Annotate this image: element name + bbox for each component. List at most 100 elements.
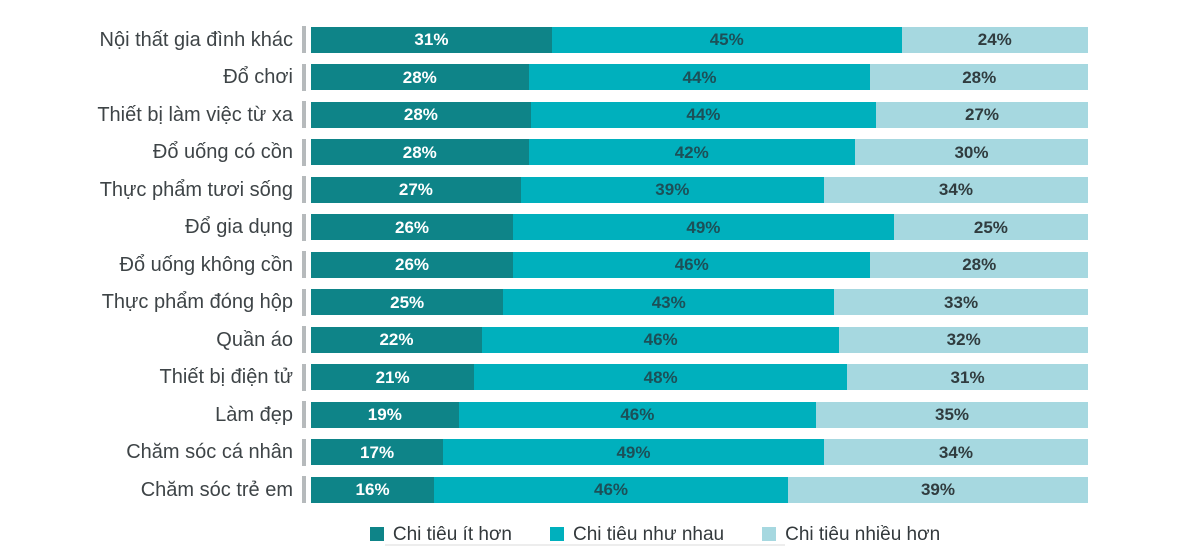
chart-rows: Nội thất gia đình khác 31% 45% 24% Đổ chơi 28… <box>0 21 1200 509</box>
bar-segment-1: 48% <box>474 364 848 391</box>
bar-segment-2: 28% <box>870 64 1088 91</box>
bar-segment-0: 17% <box>311 439 444 466</box>
bar-segment-1: 45% <box>551 26 902 53</box>
bar-row: Làm đẹp 19% 46% 35% <box>0 396 1200 434</box>
stacked-bar: 21% 48% 31% <box>311 364 1088 391</box>
bar-segment-2: 34% <box>823 439 1089 466</box>
bar-segment-0: 31% <box>311 26 552 53</box>
axis-tick <box>302 363 306 391</box>
bar-row: Đổ gia dụng 26% 49% 25% <box>0 209 1200 247</box>
category-label: Quần áo <box>216 328 293 351</box>
stacked-bar: 31% 45% 24% <box>311 26 1089 53</box>
bar-segment-2: 33% <box>834 289 1088 316</box>
bar-row: Thực phẩm đóng hộp 25% 43% 33% <box>0 284 1200 322</box>
legend-label: Chi tiêu như nhau <box>572 523 725 545</box>
bar-segment-2: 27% <box>876 101 1088 128</box>
chart-legend: Chi tiêu ít hơn Chi tiêu như nhau Chi tiêu… <box>110 525 1200 544</box>
legend-swatch-icon <box>549 527 564 541</box>
category-label: Làm đẹp <box>215 403 293 426</box>
stacked-bar: 26% 49% 25% <box>311 214 1088 241</box>
legend-item-0: Chi tiêu ít hơn <box>369 523 512 545</box>
bar-segment-2: 31% <box>847 364 1088 391</box>
bar-segment-0: 26% <box>311 214 514 241</box>
stacked-bar: 26% 46% 28% <box>311 251 1088 278</box>
category-label: Chăm sóc trẻ em <box>140 478 293 501</box>
bar-row: Đổ chơi 28% 44% 28% <box>0 59 1200 97</box>
bar-segment-1: 49% <box>513 214 894 241</box>
category-label: Đổ gia dụng <box>185 216 293 239</box>
category-label: Chăm sóc cá nhân <box>126 441 293 464</box>
category-label: Thiết bị điện tử <box>159 366 293 389</box>
bar-segment-1: 44% <box>528 64 871 91</box>
legend-label: Chi tiêu nhiều hơn <box>785 523 941 545</box>
category-label: Đổ uống có cồn <box>152 141 293 164</box>
bar-row: Nội thất gia đình khác 31% 45% 24% <box>0 21 1200 59</box>
bar-row: Đổ uống có cồn 28% 42% 30% <box>0 134 1200 172</box>
bar-row: Đổ uống không cồn 26% 46% 28% <box>0 246 1200 284</box>
bar-segment-1: 39% <box>520 176 824 203</box>
bar-segment-1: 46% <box>434 476 788 503</box>
axis-tick <box>302 438 306 466</box>
bar-segment-0: 25% <box>311 289 504 316</box>
axis-tick <box>302 401 306 429</box>
bar-segment-1: 49% <box>443 439 824 466</box>
bar-segment-0: 16% <box>311 476 435 503</box>
stacked-bar: 19% 46% 35% <box>311 401 1088 428</box>
bar-row: Thiết bị làm việc từ xa 28% 44% 27% <box>0 96 1200 134</box>
bar-segment-2: 39% <box>787 476 1088 503</box>
cropped-caption-artifact <box>385 544 785 546</box>
stacked-bar: 16% 46% 39% <box>311 476 1088 503</box>
bar-segment-2: 32% <box>839 326 1088 353</box>
bar-segment-2: 35% <box>816 401 1088 428</box>
bar-segment-2: 24% <box>901 26 1089 53</box>
axis-tick <box>302 176 306 204</box>
stacked-bar: 28% 42% 30% <box>311 139 1088 166</box>
category-label: Thực phẩm đóng hộp <box>101 291 293 314</box>
stacked-bar: 27% 39% 34% <box>311 176 1089 203</box>
bar-segment-0: 26% <box>311 251 514 278</box>
category-label: Nội thất gia đình khác <box>99 28 293 51</box>
legend-item-2: Chi tiêu nhiều hơn <box>762 525 940 544</box>
bar-segment-1: 46% <box>481 326 840 353</box>
bar-row: Chăm sóc trẻ em 16% 46% 39% <box>0 471 1200 509</box>
category-label: Đổ chơi <box>223 66 293 89</box>
bar-segment-1: 44% <box>530 101 877 128</box>
bar-row: Quần áo 22% 46% 32% <box>0 321 1200 359</box>
axis-tick <box>302 476 306 504</box>
stacked-bar: 17% 49% 34% <box>311 439 1089 466</box>
axis-tick <box>302 63 306 91</box>
stacked-bar: 22% 46% 32% <box>311 326 1088 353</box>
legend-swatch-icon <box>762 527 777 541</box>
bar-segment-0: 21% <box>311 364 475 391</box>
bar-row: Thiết bị điện tử 21% 48% 31% <box>0 359 1200 397</box>
bar-segment-0: 19% <box>311 401 459 428</box>
axis-tick <box>302 288 306 316</box>
stacked-bar: 28% 44% 28% <box>311 64 1088 91</box>
axis-tick <box>302 251 306 279</box>
axis-tick <box>302 326 306 354</box>
stacked-bar: 28% 44% 27% <box>311 101 1088 128</box>
bar-segment-1: 42% <box>528 139 855 166</box>
bar-segment-2: 30% <box>854 139 1088 166</box>
bar-segment-2: 28% <box>870 251 1088 278</box>
legend-swatch-icon <box>369 527 384 541</box>
bar-row: Chăm sóc cá nhân 17% 49% 34% <box>0 434 1200 472</box>
bar-row: Thực phẩm tươi sống 27% 39% 34% <box>0 171 1200 209</box>
bar-segment-0: 28% <box>311 101 531 128</box>
stacked-bar: 25% 43% 33% <box>311 289 1088 316</box>
bar-segment-0: 28% <box>311 139 529 166</box>
category-label: Thực phẩm tươi sống <box>99 178 293 201</box>
bar-segment-2: 34% <box>823 176 1089 203</box>
axis-tick <box>302 138 306 166</box>
axis-tick <box>302 101 306 129</box>
bar-segment-1: 46% <box>458 401 817 428</box>
bar-segment-1: 43% <box>503 289 835 316</box>
category-label: Đổ uống không cồn <box>119 253 293 276</box>
legend-item-1: Chi tiêu như nhau <box>549 523 725 545</box>
legend-label: Chi tiêu ít hơn <box>392 523 512 545</box>
bar-segment-0: 22% <box>311 326 482 353</box>
bar-segment-2: 25% <box>893 214 1088 241</box>
axis-tick <box>302 26 306 54</box>
category-label: Thiết bị làm việc từ xa <box>97 103 293 126</box>
